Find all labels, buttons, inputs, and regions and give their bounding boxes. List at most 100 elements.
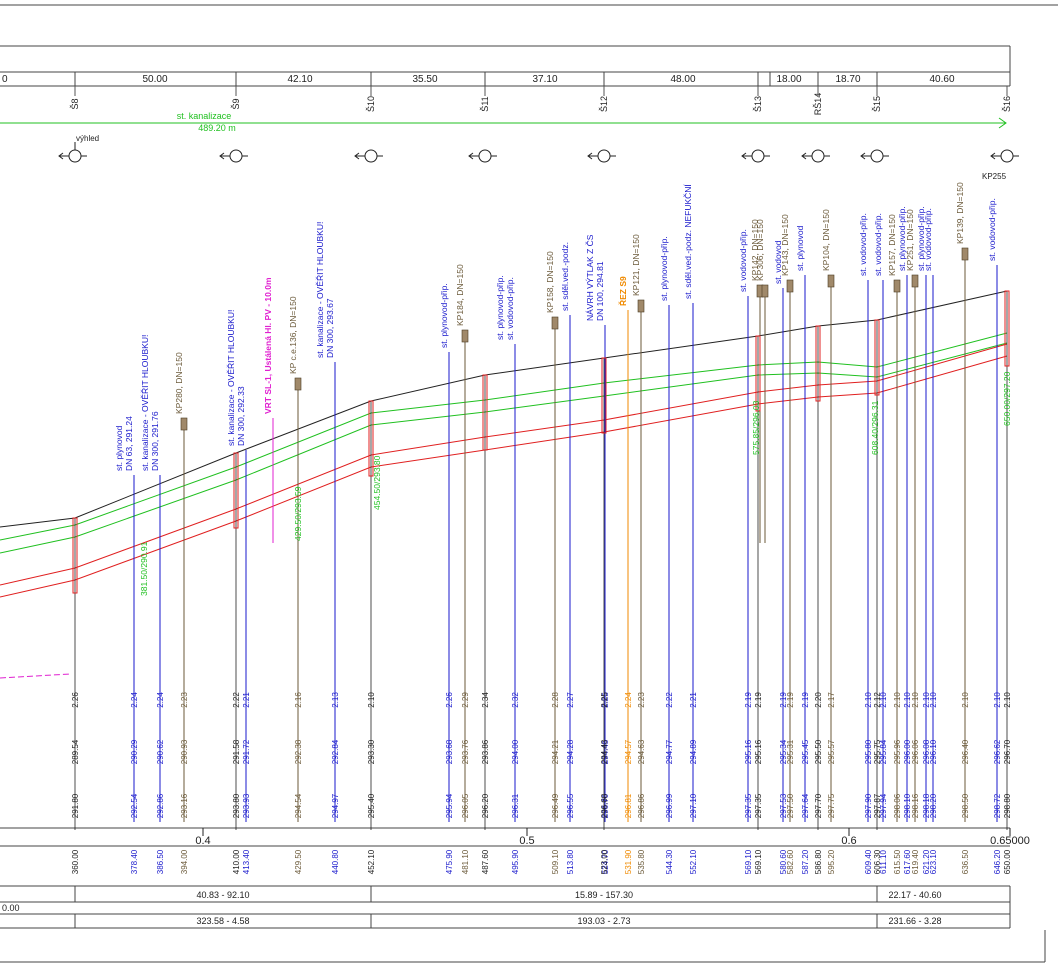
crossing-label: KP157, DN=150 [887,214,897,276]
manhole-shaft [755,335,761,412]
crossing-value: 293.16 [180,793,189,818]
crossing-value: 295.31 [786,739,795,764]
flow-arrow-head [58,152,64,160]
crossing-label: KP280, DN=150 [174,352,184,414]
crossing-value: 2.19 [801,692,810,708]
manhole-columns: 2.26 289.54 291.80 360.00 2.22 291.58 293.80 41… [71,290,1012,874]
crossing-value: 609.40 [864,849,873,874]
crossing-box [551,316,559,330]
manhole-value: 360.00 [71,849,80,874]
crossing-value: 2.10 [879,692,888,708]
crossing-label: st. plynovod-přip. [916,206,926,271]
crossing-box [180,417,188,431]
distance-value: 35.50 [412,74,437,85]
manhole-name: Š9 [231,98,241,109]
crossing-value: 394.00 [180,849,189,874]
manhole-value: 297.70 [814,793,823,818]
crossing-label: st. plynovod-přip. [897,206,907,271]
manhole-value: 297.87 [873,793,882,818]
manhole-shaft [815,325,821,402]
flow-arrow-head [860,152,866,160]
bottom-row2-value: 0.00 [2,903,20,913]
crossing-value: 295.96 [893,739,902,764]
crossing-value: 294.77 [665,739,674,764]
crossing-value: 296.62 [993,739,1002,764]
crossing-value: 587.20 [801,849,810,874]
green-level-label: 429.50/293.59 [293,486,303,541]
terrain-line [0,290,1008,528]
crossing-value: 290.62 [156,739,165,764]
crossing-label: st. plynovod [114,425,124,471]
crossing-label: DN 63, 291.24 [124,416,134,471]
crossing-value: 297.35 [744,793,753,818]
crossing-value: 2.19 [786,692,795,708]
distance-value: 48.00 [670,74,695,85]
crossing-value: 615.50 [893,849,902,874]
sewer-length: 489.20 m [198,123,236,133]
crossing-value: 2.10 [922,692,931,708]
groundwater-line [0,673,71,679]
crossing-value: 296.81 [624,793,633,818]
flow-circle [364,149,378,163]
manhole-value: 296.20 [481,793,490,818]
crossing-value: 296.31 [511,793,520,818]
crossing-value: 292.54 [130,793,139,818]
crossing-value: 296.06 [911,739,920,764]
crossing-value: 296.00 [903,739,912,764]
flow-circle [597,149,611,163]
crossing-value: 297.94 [879,793,888,818]
crossing-value: 2.28 [551,692,560,708]
crossing-value: 297.75 [827,793,836,818]
crossing-value: 2.10 [929,692,938,708]
crossing-value: 294.57 [624,739,633,764]
flow-arrow-head [990,152,996,160]
crossing-value: 294.63 [637,739,646,764]
crossing-label: st. vodovod-přip. [858,213,868,276]
crossing-value: 297.10 [689,793,698,818]
manhole-value: 650.00 [1003,849,1012,874]
sewer-arrow-head [998,117,1007,129]
manhole-value: 298.80 [1003,793,1012,818]
green-level-label: 650.00/297.20 [1002,371,1012,426]
flow-arrow-head [801,152,807,160]
bottom-row3-value: 231.66 - 3.28 [888,916,941,926]
crossing-label: st. kanalizace - OVĚŘIT HLOUBKU! [226,310,236,446]
manhole-shaft [72,517,78,594]
crossing-value: 495.90 [511,849,520,874]
crossing-value: 290.93 [180,739,189,764]
manhole-value: 295.16 [754,739,763,764]
crossing-value: 2.24 [130,692,139,708]
crossing-value: 298.72 [993,793,1002,818]
distance-row: 0 50.00 42.10 35.50 37.10 48.00 18.00 18.70 40.6… [2,72,955,86]
crossing-value: 2.10 [864,692,873,708]
crossing-value: 580.60 [779,849,788,874]
manhole-value: 2.34 [481,692,490,708]
crossing-box [827,274,835,288]
crossing-value: 290.29 [130,739,139,764]
crossing-value: 296.55 [566,793,575,818]
bottom-table: 40.83 - 92.10 15.89 - 157.30 22.17 - 40.60… [2,886,942,928]
distance-value: 18.00 [776,74,801,85]
crossing-value: 2.16 [294,692,303,708]
crossing-value: 296.49 [551,793,560,818]
manhole-shaft [368,400,374,477]
manhole-shaft [1004,290,1010,367]
sewer-label: st. kanalizace [177,111,232,121]
crossing-value: 636.50 [961,849,970,874]
pipe-crown-line [0,343,1008,586]
manhole-value: 296.70 [1003,739,1012,764]
manhole-name: Š8 [70,98,80,109]
crossing-value: 296.08 [922,739,931,764]
crossing-value: 297.53 [779,793,788,818]
manhole-value: 297.35 [754,793,763,818]
crossing-value: 298.18 [922,793,931,818]
crossing-value: 569.10 [744,849,753,874]
crossing-box [461,329,469,343]
crossing-label: ŘEZ S9 [617,276,628,306]
crossing-value: 295.80 [864,739,873,764]
crossing-value: 296.05 [461,793,470,818]
crossing-label: KP121, DN=150 [631,234,641,296]
crossing-label: KP104, DN=150 [821,209,831,271]
crossing-value: 2.25 [601,692,610,708]
crossing-label: VRT SL-1, Ustálená Hl. PV - 10.0m [263,277,273,414]
